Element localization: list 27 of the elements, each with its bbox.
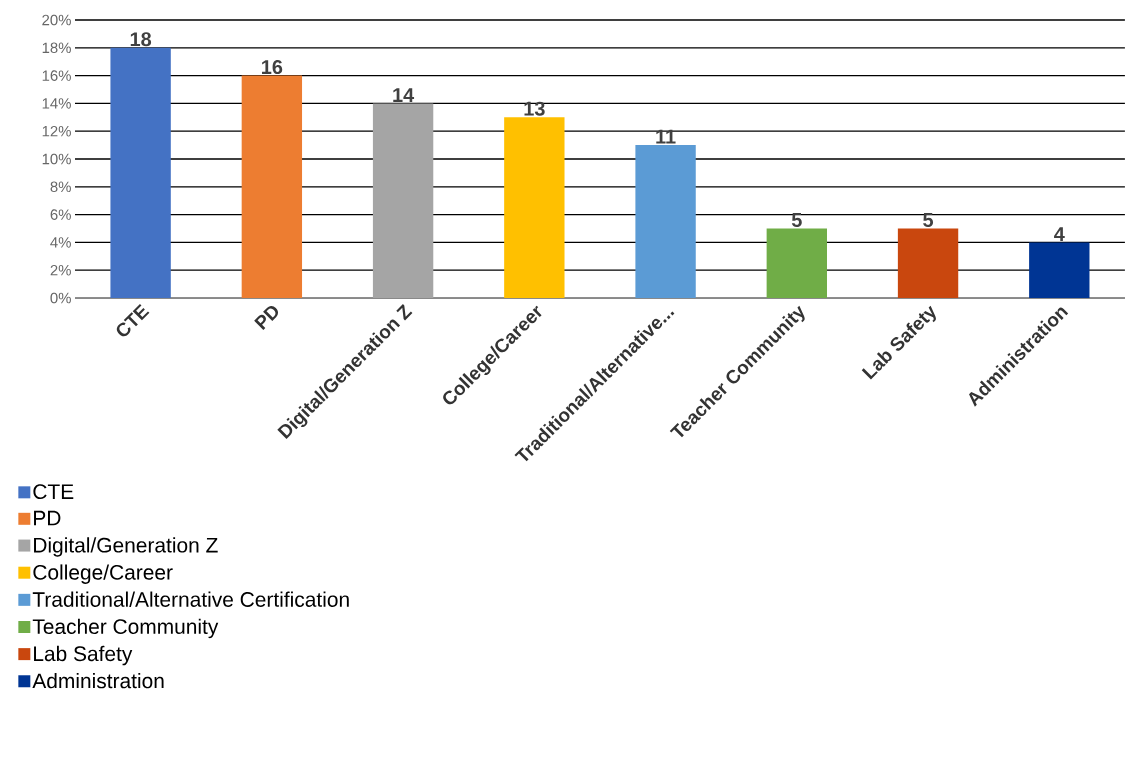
- data-label: 16: [262, 59, 283, 75]
- data-label: 4: [1054, 227, 1065, 241]
- y-tick-label: 20%: [42, 14, 71, 26]
- legend-label: College/Career: [33, 564, 173, 584]
- data-label: 5: [923, 213, 934, 227]
- y-tick-label: 14%: [42, 98, 71, 109]
- y-tick-label: 8%: [50, 181, 71, 193]
- y-tick-label: 6%: [50, 209, 71, 220]
- data-label: 13: [524, 101, 545, 116]
- y-tick-label: 18%: [42, 42, 71, 54]
- legend-label: CTE: [33, 484, 74, 500]
- legend-label: Lab Safety: [34, 645, 133, 666]
- y-tick-label: 10%: [42, 153, 71, 165]
- legend-label: Administration: [32, 672, 164, 689]
- y-tick-label: 2%: [50, 264, 71, 276]
- y-tick-label: 16%: [42, 70, 71, 81]
- legend-label: Teacher Community: [32, 618, 219, 639]
- data-label: 14: [393, 88, 415, 102]
- data-label: 5: [791, 213, 802, 227]
- y-tick-label: 0%: [50, 292, 71, 304]
- legend-label: PD: [34, 510, 61, 526]
- legend-label: Digital/Generation Z: [34, 537, 218, 557]
- legend-label: Traditional/Alternative Certification: [32, 591, 349, 607]
- y-tick-label: 4%: [50, 237, 71, 248]
- x-tick-label: PD: [254, 305, 279, 330]
- y-tick-label: 12%: [42, 125, 71, 137]
- data-label: 18: [130, 32, 152, 47]
